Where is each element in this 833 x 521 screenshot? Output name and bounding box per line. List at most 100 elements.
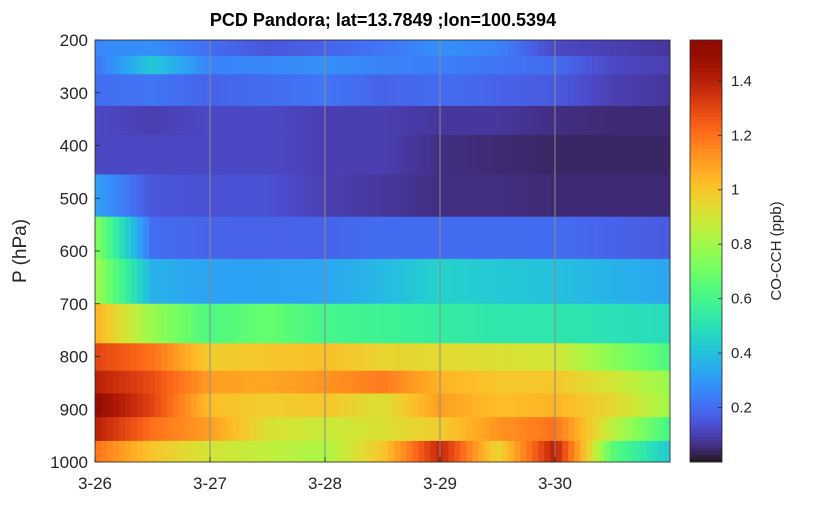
heatmap-cell bbox=[304, 174, 312, 218]
heatmap-cell bbox=[538, 74, 545, 107]
heatmap-cell bbox=[298, 74, 306, 107]
heatmap-cell bbox=[412, 216, 419, 260]
heatmap-cell bbox=[550, 105, 557, 136]
heatmap-cell bbox=[598, 303, 605, 344]
heatmap-cell bbox=[508, 105, 515, 136]
heatmap-cell bbox=[484, 370, 491, 394]
heatmap-cell bbox=[286, 417, 294, 442]
heatmap-cell bbox=[196, 40, 204, 57]
heatmap-cell bbox=[646, 134, 653, 175]
heatmap-cell bbox=[586, 55, 593, 75]
heatmap-cell bbox=[448, 258, 455, 305]
heatmap-cell bbox=[532, 40, 539, 57]
heatmap-cell bbox=[304, 393, 312, 418]
heatmap-cell bbox=[190, 343, 198, 372]
heatmap-cell bbox=[622, 258, 629, 305]
heatmap-cell bbox=[196, 440, 204, 463]
heatmap-cell bbox=[280, 343, 288, 372]
heatmap-cell bbox=[304, 440, 312, 463]
heatmap-cell bbox=[394, 393, 401, 418]
heatmap-cell bbox=[604, 55, 611, 75]
heatmap-cell bbox=[634, 343, 641, 372]
heatmap-cell bbox=[664, 55, 671, 75]
heatmap-cell bbox=[616, 40, 623, 57]
heatmap-cell bbox=[460, 343, 467, 372]
heatmap-cell bbox=[136, 393, 144, 418]
heatmap-cell bbox=[100, 105, 108, 136]
heatmap-cell bbox=[334, 258, 341, 305]
heatmap-cell bbox=[538, 105, 545, 136]
heatmap-cell bbox=[310, 55, 318, 75]
heatmap-cell bbox=[466, 303, 473, 344]
colorbar-segment bbox=[690, 451, 722, 456]
heatmap-cell bbox=[268, 105, 276, 136]
heatmap-cell bbox=[460, 216, 467, 260]
colorbar-segment bbox=[690, 110, 722, 115]
heatmap-cell bbox=[304, 370, 312, 394]
colorbar-segment bbox=[690, 166, 722, 171]
heatmap-cell bbox=[376, 74, 383, 107]
heatmap-cell bbox=[574, 258, 581, 305]
colorbar-segment bbox=[690, 40, 722, 44]
heatmap-cell bbox=[634, 440, 641, 463]
heatmap-cell bbox=[406, 134, 413, 175]
heatmap-cell bbox=[358, 216, 365, 260]
heatmap-cell bbox=[538, 440, 545, 463]
heatmap-cell bbox=[592, 440, 599, 463]
heatmap-cell bbox=[208, 74, 216, 107]
heatmap-cell bbox=[298, 258, 306, 305]
heatmap-cell bbox=[472, 417, 479, 442]
heatmap-cell bbox=[406, 174, 413, 218]
heatmap-cell bbox=[142, 174, 150, 218]
colorbar-segment bbox=[690, 377, 722, 382]
heatmap-cell bbox=[304, 134, 312, 175]
heatmap-cell bbox=[190, 258, 198, 305]
heatmap-cell bbox=[646, 174, 653, 218]
heatmap-cell bbox=[430, 174, 437, 218]
heatmap-cell bbox=[604, 370, 611, 394]
heatmap-cell bbox=[346, 74, 353, 107]
heatmap-cell bbox=[352, 258, 359, 305]
heatmap-cell bbox=[370, 370, 377, 394]
heatmap-cell bbox=[478, 134, 485, 175]
heatmap-cell bbox=[358, 303, 365, 344]
heatmap-cell bbox=[430, 393, 437, 418]
heatmap-cell bbox=[562, 393, 569, 418]
heatmap-cell bbox=[220, 370, 228, 394]
heatmap-cell bbox=[664, 74, 671, 107]
heatmap-cell bbox=[286, 370, 294, 394]
heatmap-cell bbox=[262, 134, 270, 175]
heatmap-cell bbox=[472, 174, 479, 218]
heatmap-cell bbox=[280, 105, 288, 136]
colorbar-segment bbox=[690, 384, 722, 389]
heatmap-cell bbox=[184, 55, 192, 75]
heatmap-cell bbox=[148, 370, 156, 394]
heatmap-cell bbox=[526, 216, 533, 260]
heatmap-cell bbox=[568, 370, 575, 394]
heatmap-cell bbox=[586, 74, 593, 107]
heatmap-cell bbox=[238, 258, 246, 305]
heatmap-cell bbox=[418, 393, 425, 418]
heatmap-cell bbox=[124, 55, 132, 75]
heatmap-cell bbox=[556, 258, 563, 305]
heatmap-cell bbox=[238, 74, 246, 107]
heatmap-cell bbox=[622, 343, 629, 372]
heatmap-cell bbox=[142, 55, 150, 75]
heatmap-cell bbox=[574, 343, 581, 372]
heatmap-cell bbox=[394, 440, 401, 463]
heatmap-cell bbox=[544, 216, 551, 260]
heatmap-cell bbox=[100, 258, 108, 305]
heatmap-cell bbox=[352, 440, 359, 463]
heatmap-cell bbox=[118, 258, 126, 305]
heatmap-cell bbox=[646, 370, 653, 394]
heatmap-cell bbox=[652, 258, 659, 305]
heatmap-cell bbox=[340, 55, 347, 75]
heatmap-cell bbox=[430, 303, 437, 344]
colorbar-segment bbox=[690, 303, 722, 308]
heatmap-cell bbox=[178, 258, 186, 305]
heatmap-cell bbox=[658, 74, 665, 107]
heatmap-cell bbox=[95, 370, 102, 394]
heatmap-cell bbox=[172, 105, 180, 136]
heatmap-cell bbox=[376, 55, 383, 75]
heatmap-cell bbox=[622, 216, 629, 260]
